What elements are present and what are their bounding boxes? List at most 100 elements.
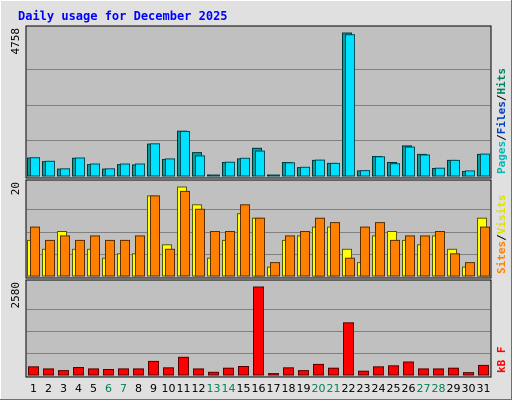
bar-kb-f-day-21: [328, 367, 339, 376]
panel-visits: 20 Sites/Visits: [9, 179, 508, 279]
panel-kbytes-legend: kB F: [495, 347, 508, 374]
bar-files-day-23: [360, 170, 370, 177]
panel-hits-ymax-label: 4758: [9, 28, 22, 55]
bar-files-day-30: [465, 170, 475, 177]
bar-sites-day-5: [90, 235, 100, 277]
bar-sites-day-3: [60, 235, 70, 277]
day-label-6: 6: [105, 382, 112, 395]
day-label-30: 30: [462, 382, 476, 395]
bar-files-day-15: [240, 157, 250, 177]
bar-kb-f-day-23: [358, 370, 369, 376]
panel-kbytes: 2580 kB F: [9, 279, 508, 378]
day-label-19: 19: [297, 382, 311, 395]
bar-sites-day-13: [210, 231, 220, 277]
day-label-26: 26: [402, 382, 416, 395]
bar-kb-f-day-2: [43, 368, 54, 376]
bar-sites-day-9: [150, 195, 160, 277]
bar-kb-f-day-19: [298, 370, 309, 376]
day-label-2: 2: [45, 382, 52, 395]
bar-kb-f-day-5: [88, 368, 99, 376]
bar-sites-day-15: [240, 204, 250, 277]
day-label-17: 17: [267, 382, 281, 395]
bar-sites-day-14: [225, 231, 235, 277]
legend-sites: Sites: [495, 241, 508, 274]
bar-sites-day-6: [105, 239, 115, 277]
day-label-25: 25: [387, 382, 401, 395]
bar-kb-f-day-4: [73, 367, 84, 376]
bar-files-day-4: [75, 157, 85, 177]
bar-sites-day-26: [405, 235, 415, 277]
day-label-7: 7: [120, 382, 127, 395]
bar-kb-f-day-3: [58, 370, 69, 376]
bar-sites-day-10: [165, 248, 175, 277]
chart-title: Daily usage for December 2025: [18, 9, 228, 23]
bar-files-day-13: [210, 174, 220, 177]
bar-files-day-19: [300, 166, 310, 177]
bar-kb-f-day-26: [403, 361, 414, 376]
day-label-13: 13: [207, 382, 221, 395]
bar-kb-f-day-18: [283, 367, 294, 376]
bar-files-day-22: [345, 34, 355, 177]
bar-kb-f-day-7: [118, 368, 129, 376]
day-label-3: 3: [60, 382, 67, 395]
day-label-21: 21: [327, 382, 341, 395]
bar-files-day-12: [195, 155, 205, 177]
bar-kb-f-day-14: [223, 367, 234, 376]
bar-kb-f-day-29: [448, 367, 459, 376]
bar-kb-f-day-10: [163, 367, 174, 376]
bar-sites-day-25: [390, 239, 400, 277]
bar-kb-f-day-13: [208, 371, 219, 376]
bar-sites-day-24: [375, 222, 385, 277]
panel-visits-ymax-label: 20: [9, 182, 22, 195]
day-label-12: 12: [192, 382, 206, 395]
bar-kb-f-day-9: [148, 360, 159, 376]
bar-files-day-17: [270, 174, 280, 177]
day-label-5: 5: [90, 382, 97, 395]
bar-kb-f-day-20: [313, 363, 324, 376]
day-label-20: 20: [312, 382, 326, 395]
bar-files-day-27: [420, 154, 430, 177]
bar-files-day-2: [45, 160, 55, 177]
bar-sites-day-21: [330, 222, 340, 277]
bar-files-day-11: [180, 131, 190, 177]
bar-files-day-3: [60, 168, 70, 177]
day-label-14: 14: [222, 382, 236, 395]
bar-files-day-29: [450, 159, 460, 177]
legend-separator: /: [495, 94, 508, 101]
bar-sites-day-22: [345, 257, 355, 277]
bar-kb-f-day-25: [388, 365, 399, 376]
day-label-27: 27: [417, 382, 431, 395]
bar-files-day-18: [285, 162, 295, 177]
bar-files-day-6: [105, 168, 115, 177]
bar-files-day-28: [435, 167, 445, 177]
bar-files-day-1: [30, 157, 40, 177]
day-label-8: 8: [135, 382, 142, 395]
bar-files-day-10: [165, 158, 175, 177]
bar-kb-f-day-30: [463, 372, 474, 376]
bar-files-day-21: [330, 162, 340, 177]
bar-sites-day-20: [315, 217, 325, 277]
bar-kb-f-day-17: [268, 373, 279, 376]
bar-sites-day-19: [300, 231, 310, 277]
day-label-29: 29: [447, 382, 461, 395]
legend-pages: Pages: [495, 141, 508, 174]
bar-kb-f-day-8: [133, 368, 144, 376]
bar-sites-day-11: [180, 190, 190, 277]
day-label-10: 10: [162, 382, 176, 395]
bar-sites-day-18: [285, 235, 295, 277]
bar-sites-day-16: [255, 217, 265, 277]
legend-kb-f: kB F: [495, 347, 508, 374]
day-label-28: 28: [432, 382, 446, 395]
bar-kb-f-day-11: [178, 356, 189, 376]
bar-sites-day-1: [30, 226, 40, 277]
legend-hits: Hits: [495, 68, 508, 95]
bar-kb-f-day-15: [238, 366, 249, 376]
bar-sites-day-17: [270, 262, 280, 277]
bar-kb-f-day-12: [193, 368, 204, 376]
bar-sites-day-30: [465, 262, 475, 277]
panel-hits-legend: Pages/Files/Hits: [495, 68, 508, 174]
day-label-24: 24: [372, 382, 386, 395]
bar-kb-f-day-31: [478, 364, 489, 376]
